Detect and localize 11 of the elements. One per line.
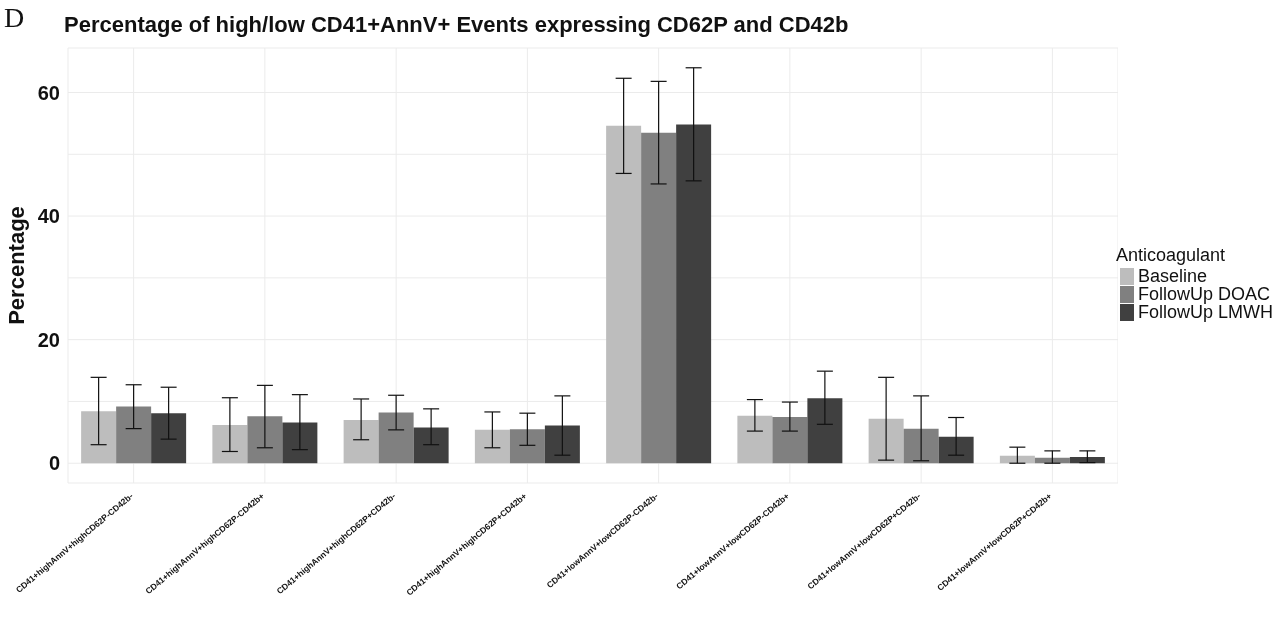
y-tick-label: 20 bbox=[37, 328, 60, 351]
y-tick-label: 60 bbox=[37, 81, 60, 104]
chart-title: Percentage of high/low CD41+AnnV+ Events expressing CD62P and CD42b bbox=[64, 12, 849, 38]
legend-label: FollowUp DOAC bbox=[1138, 284, 1271, 304]
legend-label: Baseline bbox=[1138, 266, 1208, 286]
legend-label: FollowUp LMWH bbox=[1138, 302, 1274, 322]
y-tick-label: 40 bbox=[37, 205, 60, 228]
legend-title: Anticoagulant bbox=[1116, 245, 1227, 265]
y-axis-title: Percentage bbox=[3, 206, 29, 325]
y-tick-label: 0 bbox=[48, 452, 60, 475]
text: D bbox=[4, 2, 25, 34]
